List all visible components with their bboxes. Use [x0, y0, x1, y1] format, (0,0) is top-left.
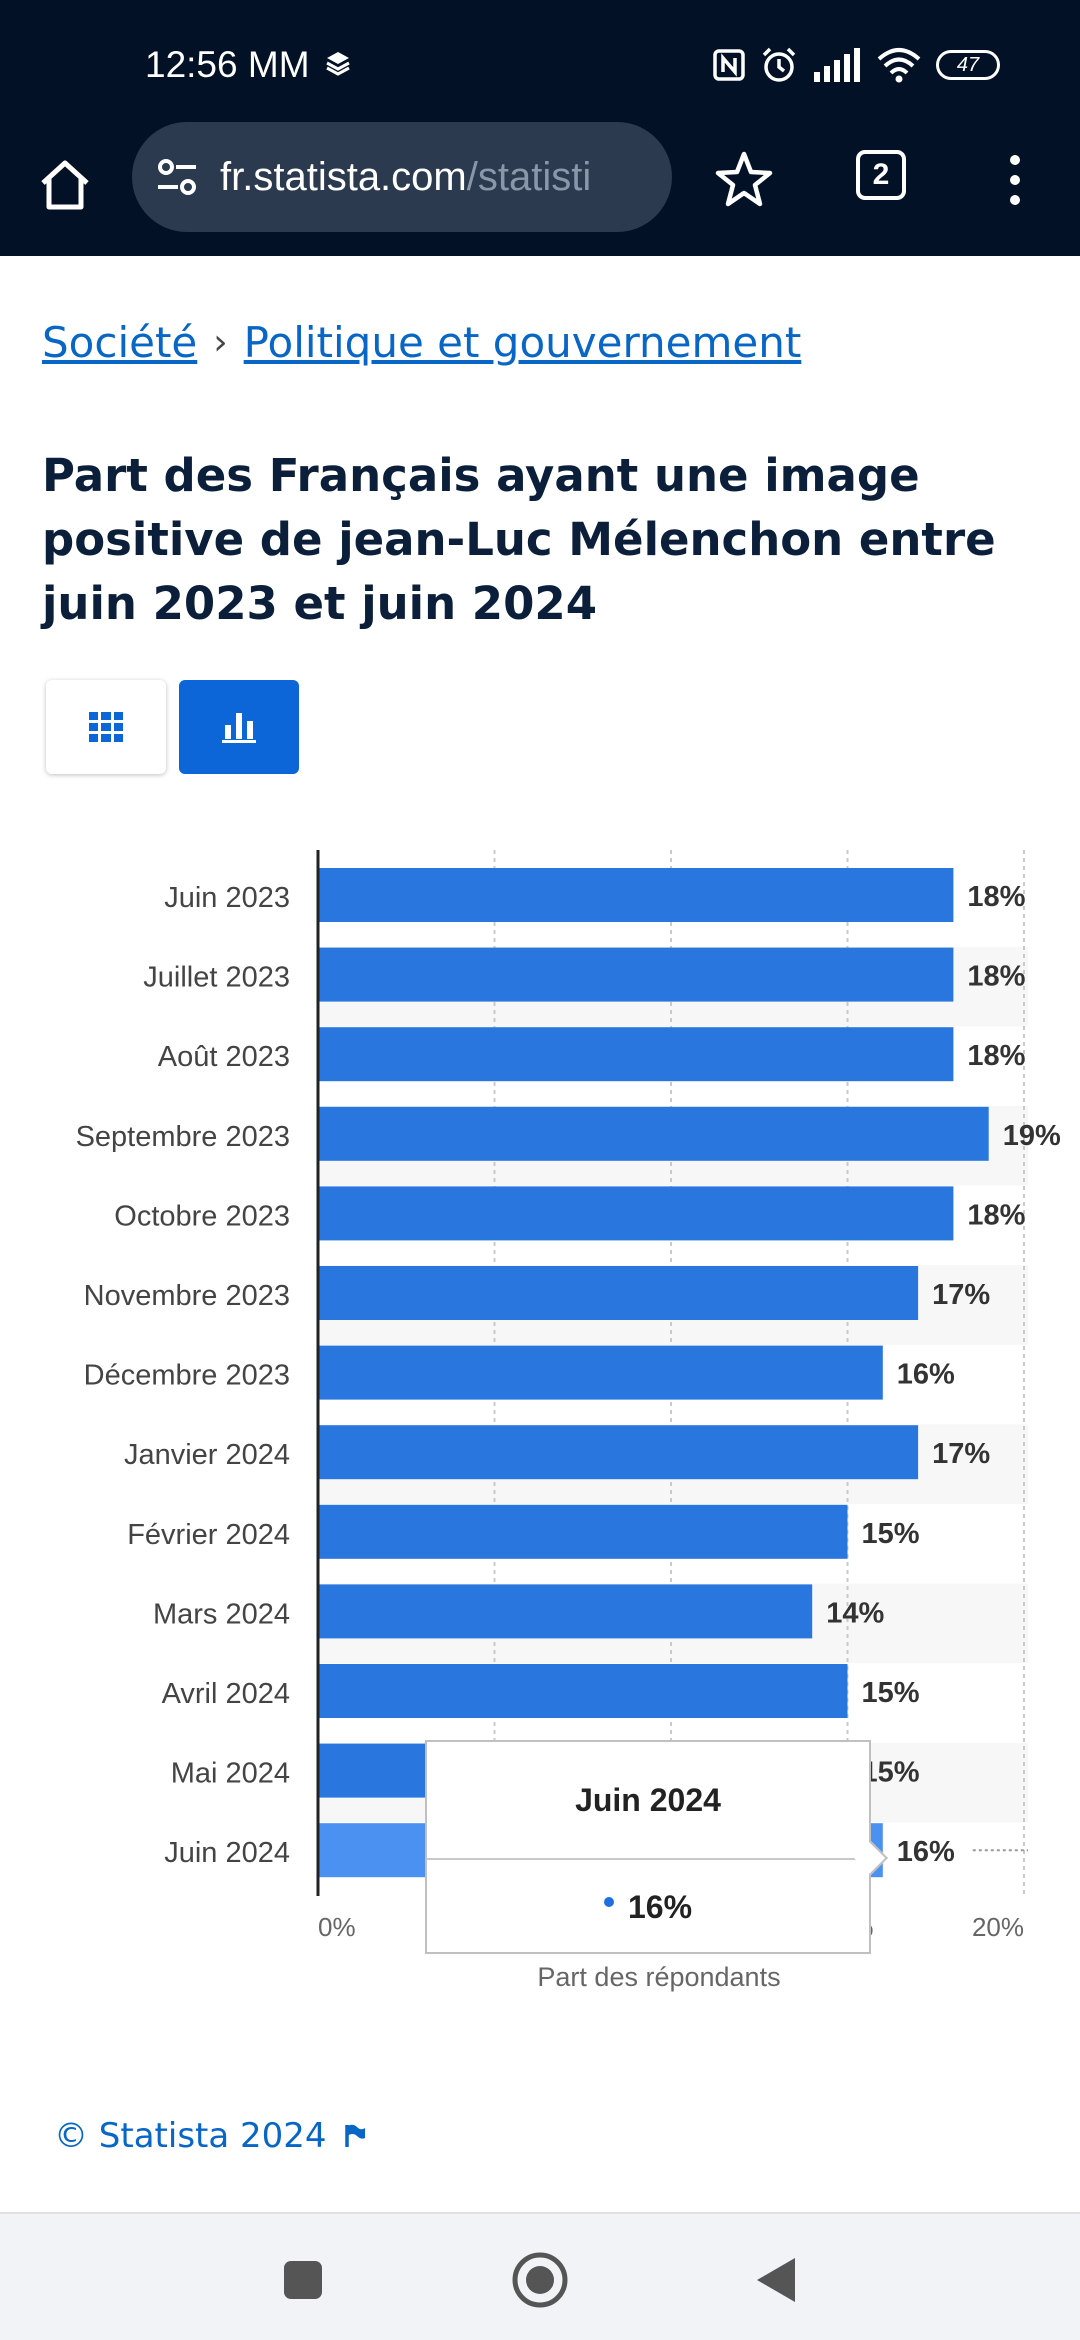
bar — [318, 1027, 954, 1082]
tooltip-value-row: 16% — [427, 1860, 869, 1954]
system-nav-bar — [0, 2212, 1080, 2340]
data-label: 16% — [897, 1836, 955, 1868]
category-label: Octobre 2023 — [114, 1200, 290, 1232]
battery-icon: 47 — [936, 50, 1000, 80]
battery-level: 47 — [956, 53, 980, 76]
category-label: Juin 2023 — [164, 882, 290, 914]
data-label: 15% — [862, 1518, 920, 1550]
x-tick-label: 20% — [972, 1912, 1024, 1942]
data-label: 18% — [967, 961, 1025, 993]
series-dot-icon — [603, 1897, 614, 1907]
x-axis-title: Part des répondants — [537, 1962, 780, 1992]
address-bar[interactable]: fr.statista.com/statisti — [132, 122, 672, 232]
category-label: Septembre 2023 — [76, 1121, 290, 1153]
site-settings-icon[interactable] — [152, 152, 202, 202]
chart-tooltip: Juin 2024 16% — [425, 1740, 888, 1954]
url-host: fr.statista.com — [220, 154, 467, 199]
more-menu-icon[interactable] — [1000, 150, 1030, 210]
data-label: 15% — [862, 1677, 920, 1709]
category-label: Novembre 2023 — [84, 1280, 290, 1312]
bar — [318, 1106, 989, 1161]
status-bar: 12:56 MM 47 — [0, 0, 1080, 128]
category-label: Mai 2024 — [171, 1758, 290, 1790]
bar — [318, 947, 954, 1002]
tooltip-value: 16% — [627, 1888, 693, 1925]
url-text: fr.statista.com/statisti — [220, 155, 591, 200]
data-label: 18% — [967, 1040, 1025, 1072]
data-label: 18% — [967, 1199, 1025, 1231]
chart-view-button[interactable] — [179, 680, 299, 774]
nfc-icon — [713, 49, 745, 81]
back-button[interactable] — [746, 2250, 806, 2310]
x-tick-label: 0% — [318, 1912, 356, 1942]
grid-icon — [89, 712, 123, 742]
data-label: 15% — [862, 1757, 920, 1789]
bar — [318, 1186, 954, 1241]
category-label: Juin 2024 — [164, 1837, 290, 1869]
bar — [318, 868, 954, 922]
breadcrumb-link-politique[interactable]: Politique et gouvernement — [243, 318, 802, 367]
data-label: 14% — [826, 1597, 884, 1629]
breadcrumb: Société › Politique et gouvernement — [42, 318, 801, 367]
bar-chart-icon — [222, 713, 256, 743]
copyright-text: © Statista 2024 — [54, 2116, 327, 2156]
tab-switcher-button[interactable]: 2 — [856, 150, 906, 200]
category-label: Mars 2024 — [153, 1598, 290, 1630]
tooltip-title: Juin 2024 — [427, 1742, 869, 1860]
home-icon — [512, 2252, 568, 2308]
bar — [318, 1266, 919, 1320]
home-button[interactable] — [30, 150, 100, 220]
layers-icon — [326, 52, 350, 76]
bar — [318, 1584, 813, 1639]
page-title: Part des Français ayant une image positi… — [42, 449, 996, 630]
table-view-button[interactable] — [46, 680, 166, 774]
tab-count: 2 — [872, 158, 890, 191]
data-label: 16% — [897, 1359, 955, 1391]
bar — [318, 1664, 848, 1718]
data-label: 17% — [932, 1438, 990, 1470]
data-label: 18% — [967, 881, 1025, 913]
copyright[interactable]: © Statista 2024 — [54, 2116, 367, 2156]
category-label: Janvier 2024 — [124, 1439, 290, 1471]
data-label: 17% — [932, 1279, 990, 1311]
wifi-icon — [877, 48, 921, 83]
bar — [318, 1425, 919, 1480]
category-label: Août 2023 — [158, 1041, 290, 1073]
breadcrumb-separator: › — [213, 322, 228, 363]
flag-icon[interactable] — [343, 2123, 367, 2149]
recent-apps-icon — [284, 2261, 322, 2299]
bar — [318, 1345, 883, 1400]
signal-icon — [814, 48, 860, 82]
category-label: Juillet 2023 — [143, 962, 290, 994]
status-time: 12:56 MM — [145, 44, 310, 85]
bar — [318, 1504, 848, 1559]
breadcrumb-link-societe[interactable]: Société — [42, 318, 198, 367]
recent-apps-button[interactable] — [273, 2250, 333, 2310]
category-label: Avril 2024 — [162, 1678, 290, 1710]
category-label: Décembre 2023 — [84, 1360, 290, 1392]
back-icon — [757, 2258, 795, 2302]
data-label: 19% — [1003, 1120, 1061, 1152]
url-path: /statisti — [466, 154, 592, 199]
category-label: Février 2024 — [127, 1519, 290, 1551]
nav-home-button[interactable] — [510, 2250, 570, 2310]
bookmark-star-icon[interactable] — [712, 148, 776, 212]
browser-toolbar: fr.statista.com/statisti 2 — [0, 122, 1080, 256]
alarm-icon — [762, 47, 796, 82]
home-icon — [41, 160, 89, 210]
